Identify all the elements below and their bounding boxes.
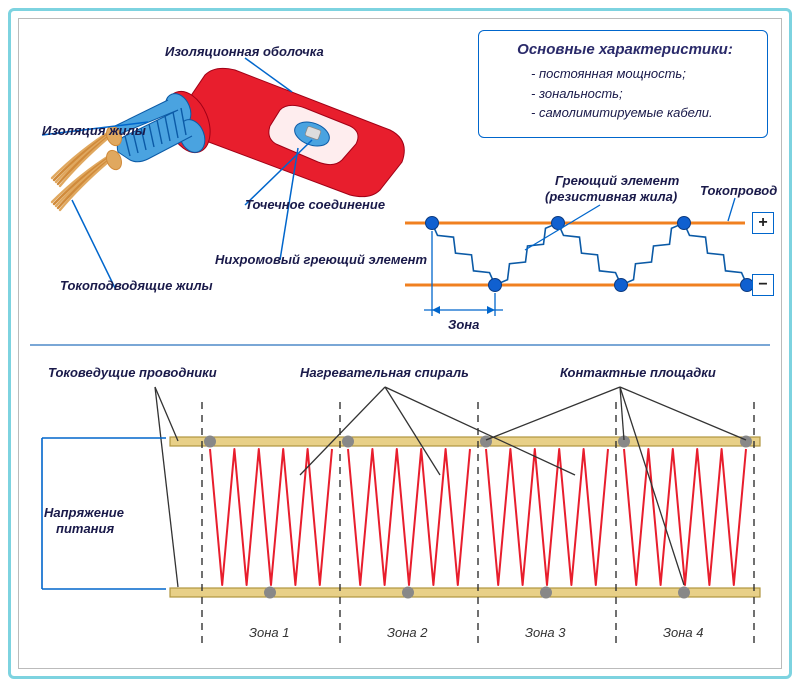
zone-label-1: Зона 2	[387, 625, 427, 640]
zone-label-0: Зона 1	[249, 625, 289, 640]
lbl-spiral: Нагревательная спираль	[300, 365, 469, 380]
zone-label-3: Зона 4	[663, 625, 703, 640]
lbl-pads: Контактные площадки	[560, 365, 716, 380]
lbl-voltage1: Напряжение	[44, 505, 124, 520]
lbl-conductors: Токоведущие проводники	[48, 365, 217, 380]
lower-diagram	[0, 0, 800, 687]
lbl-voltage2: питания	[56, 521, 114, 536]
zone-label-2: Зона 3	[525, 625, 565, 640]
